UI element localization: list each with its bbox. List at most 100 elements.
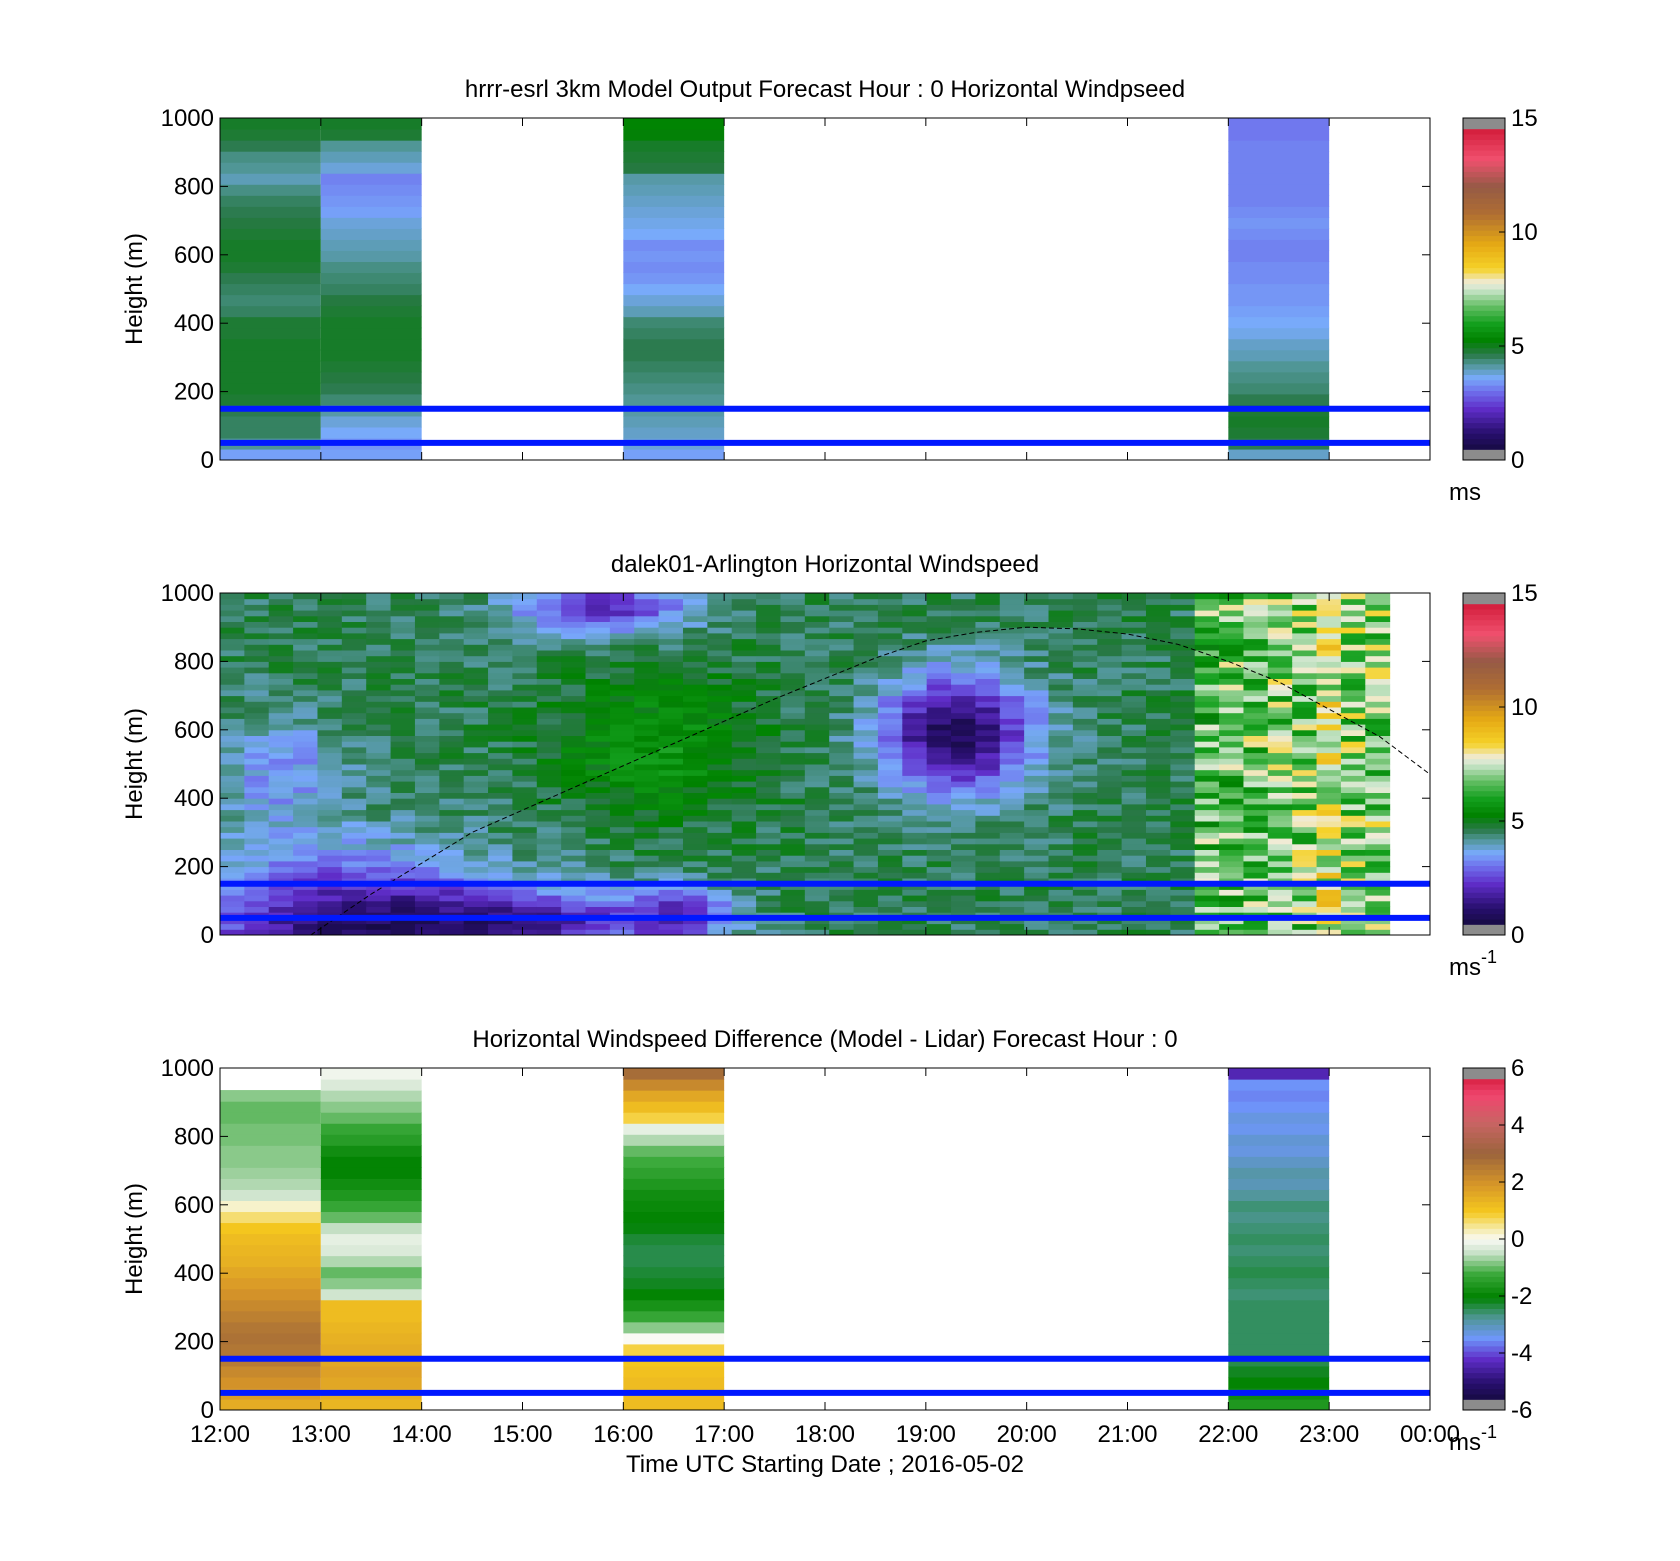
heatmap-cell xyxy=(853,598,879,605)
heatmap-cell xyxy=(414,809,440,816)
heatmap-cell xyxy=(463,826,489,833)
heatmap-cell xyxy=(463,627,489,634)
heatmap-cell xyxy=(975,832,1001,839)
heatmap-cell xyxy=(512,604,538,611)
heatmap-cell xyxy=(1219,929,1244,935)
heatmap-cell xyxy=(293,707,318,714)
heatmap-cell xyxy=(804,792,830,799)
colorbar-swatch xyxy=(1463,694,1505,701)
heatmap-cell xyxy=(623,1156,725,1168)
heatmap-cell xyxy=(1365,786,1391,793)
heatmap-cell xyxy=(268,758,294,765)
heatmap-cell xyxy=(1219,803,1244,811)
heatmap-cell xyxy=(1121,900,1147,907)
heatmap-cell xyxy=(1097,866,1123,873)
heatmap-cell xyxy=(1365,781,1391,788)
heatmap-cell xyxy=(561,735,587,742)
heatmap-cell xyxy=(853,906,879,913)
heatmap-cell xyxy=(1267,872,1293,879)
heatmap-cell xyxy=(341,889,367,896)
panel-lidar: dalek01-Arlington Horizontal Windspeed H… xyxy=(121,551,1538,981)
colorbar-swatch xyxy=(1463,1383,1505,1390)
heatmap-cell xyxy=(1121,593,1147,600)
heatmap-cell xyxy=(877,615,903,622)
heatmap-cell xyxy=(244,929,270,935)
heatmap-cell xyxy=(317,843,343,850)
heatmap-cell xyxy=(220,604,245,611)
heatmap-cell xyxy=(951,855,976,862)
heatmap-cell xyxy=(1292,786,1318,793)
heatmap-cell xyxy=(1243,798,1269,805)
heatmap-cell xyxy=(756,798,781,805)
heatmap-cell xyxy=(512,764,538,771)
heatmap-cell xyxy=(220,815,245,822)
heatmap-cell xyxy=(780,712,806,719)
heatmap-cell xyxy=(756,775,781,782)
heatmap-cell xyxy=(756,638,781,645)
heatmap-cell xyxy=(1243,826,1269,833)
heatmap-cell xyxy=(1228,1156,1330,1168)
heatmap-cell xyxy=(220,792,245,799)
heatmap-cell xyxy=(293,792,318,799)
heatmap-cell xyxy=(317,598,343,605)
heatmap-cell xyxy=(1097,598,1123,605)
heatmap-cell xyxy=(609,866,635,873)
heatmap-cell xyxy=(707,866,733,873)
heatmap-cell xyxy=(731,593,757,600)
heatmap-cell xyxy=(488,741,513,748)
heatmap-cell xyxy=(390,917,416,925)
heatmap-cell xyxy=(220,261,321,274)
heatmap-cell xyxy=(975,604,1001,611)
heatmap-cell xyxy=(317,809,343,816)
heatmap-cell xyxy=(536,672,562,679)
colorbar-swatch xyxy=(1463,860,1505,867)
heatmap-cell xyxy=(1048,849,1074,856)
heatmap-cell xyxy=(731,667,757,674)
colorbar-swatch xyxy=(1463,1239,1505,1245)
heatmap-cell xyxy=(1267,866,1293,873)
heatmap-cell xyxy=(1292,775,1318,782)
heatmap-cell xyxy=(1145,809,1171,816)
heatmap-cell xyxy=(756,718,781,725)
heatmap-cell xyxy=(488,746,513,754)
heatmap-cell xyxy=(658,621,684,628)
heatmap-cell xyxy=(804,764,830,771)
heatmap-cell xyxy=(902,929,928,935)
heatmap-cell xyxy=(1170,900,1196,907)
heatmap-cell xyxy=(804,701,830,708)
colorbar-swatch xyxy=(1463,246,1505,253)
heatmap-cell xyxy=(220,872,245,879)
heatmap-cell xyxy=(634,695,660,702)
heatmap-cell xyxy=(463,900,489,907)
heatmap-cell xyxy=(999,746,1025,754)
colorbar-swatch xyxy=(1463,651,1505,658)
heatmap-cell xyxy=(1072,917,1098,925)
heatmap-cell xyxy=(1024,615,1050,622)
heatmap-cell xyxy=(1267,678,1293,685)
heatmap-cell xyxy=(682,895,708,902)
colorbar-swatch xyxy=(1463,822,1505,829)
heatmap-cell xyxy=(463,803,489,811)
colorbar-swatch xyxy=(1463,224,1505,231)
heatmap-cell xyxy=(1170,678,1196,685)
heatmap-cell xyxy=(682,667,708,674)
heatmap-cell xyxy=(707,741,733,748)
heatmap-cell xyxy=(780,644,806,651)
colorbar-tick-label: 4 xyxy=(1511,1112,1524,1139)
heatmap-cell xyxy=(1170,929,1196,935)
heatmap-cell xyxy=(804,621,830,628)
heatmap-cell xyxy=(804,650,830,657)
heatmap-cell xyxy=(320,184,422,196)
heatmap-cell xyxy=(877,689,903,697)
heatmap-cell xyxy=(366,752,392,759)
heatmap-cell xyxy=(536,741,562,748)
heatmap-cell xyxy=(1121,650,1147,657)
heatmap-cell xyxy=(780,786,806,793)
heatmap-cell xyxy=(756,855,781,862)
colorbar-swatch xyxy=(1463,774,1505,781)
heatmap-cell xyxy=(561,917,587,925)
colorbar-swatch xyxy=(1463,1271,1505,1277)
heatmap-cell xyxy=(244,632,270,640)
heatmap-cell xyxy=(585,593,611,600)
heatmap-cell xyxy=(220,610,245,617)
